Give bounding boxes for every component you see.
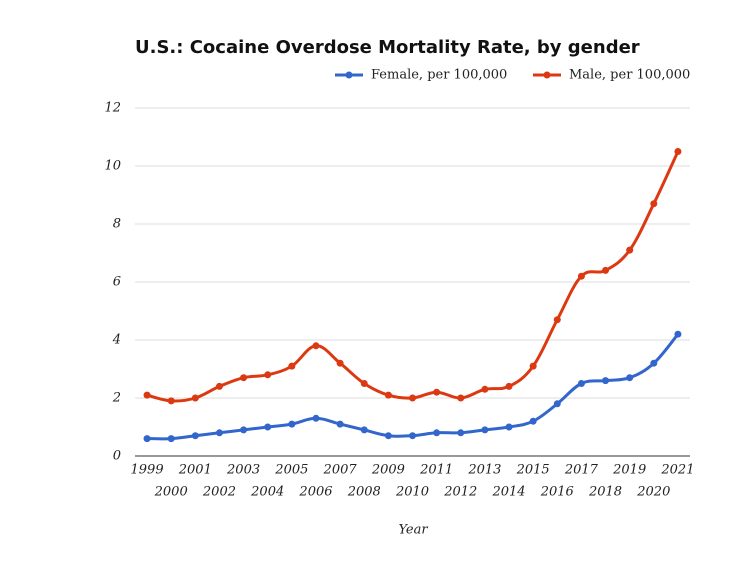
point: [409, 432, 416, 440]
y-tick-label: 12: [104, 101, 121, 116]
point: [529, 362, 537, 370]
point: [240, 374, 248, 382]
x-tick-label: 2004: [250, 485, 284, 500]
point: [336, 420, 344, 428]
x-tick-label: 2019: [612, 463, 646, 478]
point: [312, 414, 320, 422]
x-tick-label: 2014: [491, 485, 525, 500]
point: [360, 426, 368, 434]
chart-title: U.S.: Cocaine Overdose Mortality Rate, b…: [135, 37, 640, 58]
point: [167, 435, 175, 443]
x-tick-label: 2013: [467, 463, 501, 478]
x-tick-label: 2020: [636, 485, 670, 500]
x-tick-label: 2000: [154, 485, 188, 500]
point: [336, 359, 344, 367]
point: [457, 394, 465, 402]
y-tick-label: 6: [113, 275, 121, 290]
point: [384, 432, 392, 440]
point: [264, 371, 272, 379]
point: [505, 382, 513, 390]
point: [433, 388, 441, 396]
point: [674, 330, 682, 338]
x-tick-label: 2011: [419, 463, 453, 478]
point: [626, 374, 634, 382]
y-tick-label: 0: [113, 449, 121, 464]
y-tick-label: 4: [112, 333, 121, 348]
x-tick-label: 2012: [443, 485, 477, 500]
x-tick-label: 2010: [395, 485, 429, 500]
point: [602, 266, 610, 274]
point: [240, 426, 248, 434]
x-tick-label: 2007: [323, 463, 358, 478]
point: [481, 385, 489, 393]
x-tick-label: 2002: [202, 485, 236, 500]
point: [674, 148, 682, 155]
point: [529, 417, 537, 425]
point: [650, 359, 658, 367]
point: [602, 377, 610, 385]
x-tick-label: 2018: [588, 485, 622, 500]
y-tick-label: 2: [112, 391, 121, 406]
point: [553, 316, 561, 324]
point: [215, 429, 223, 437]
point: [553, 400, 561, 408]
x-tick-label: 2021: [660, 463, 694, 478]
point: [191, 432, 199, 440]
x-tick-label: 2016: [540, 485, 574, 500]
legend-label: Female, per 100,000: [371, 68, 507, 83]
point: [626, 246, 634, 254]
legend-marker: [345, 71, 353, 79]
point: [577, 380, 585, 387]
point: [288, 362, 296, 370]
legend-label: Male, per 100,000: [569, 68, 690, 83]
point: [312, 342, 320, 350]
x-tick-label: 2006: [298, 485, 332, 500]
point: [264, 423, 272, 431]
point: [505, 423, 513, 431]
point: [457, 429, 465, 437]
point: [433, 429, 441, 437]
point: [384, 391, 392, 399]
x-tick-label: 1999: [131, 463, 164, 478]
point: [215, 382, 223, 390]
point: [650, 200, 658, 208]
point: [409, 394, 416, 402]
x-tick-label: 2017: [564, 463, 599, 478]
point: [577, 272, 585, 280]
point: [360, 380, 368, 387]
x-tick-label: 2005: [274, 463, 308, 478]
x-tick-label: 2001: [178, 463, 212, 478]
line: [147, 333, 680, 441]
point: [481, 426, 489, 434]
x-tick-label: 2008: [347, 485, 381, 500]
point: [167, 397, 175, 405]
point: [143, 391, 151, 399]
x-tick-label: 2009: [371, 463, 405, 478]
point: [288, 420, 296, 428]
y-tick-label: 10: [104, 159, 121, 174]
y-tick-label: 8: [113, 217, 121, 232]
x-tick-label: 2003: [226, 463, 260, 478]
line: [146, 150, 680, 403]
x-tick-label: 2015: [516, 463, 550, 478]
legend-marker: [543, 71, 551, 79]
point: [143, 435, 151, 443]
x-axis-label: Year: [398, 523, 428, 538]
point: [191, 394, 199, 402]
